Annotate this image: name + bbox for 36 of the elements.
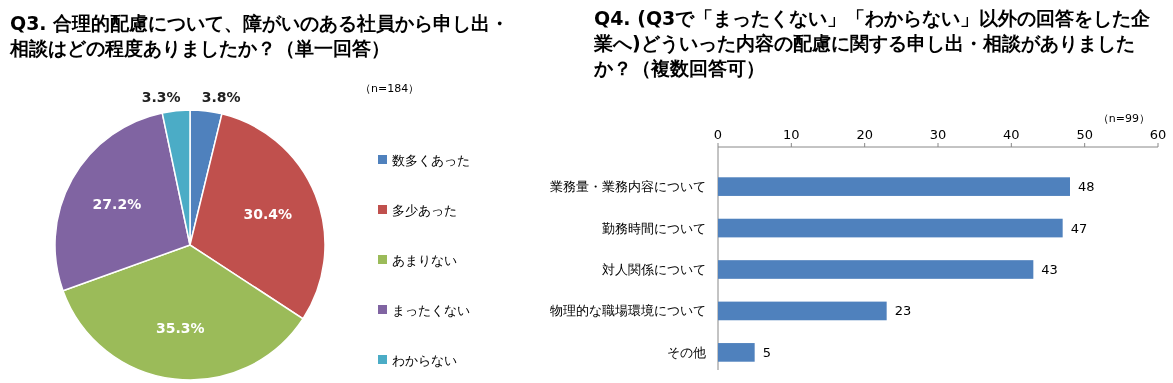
data-label: 48	[1078, 179, 1095, 195]
bar	[718, 343, 755, 362]
data-label: 23	[894, 303, 912, 319]
legend-label: 多少あった	[392, 202, 457, 218]
x-tick-label: 50	[1076, 127, 1093, 142]
text: （n=99）	[1097, 112, 1150, 125]
x-tick-label: 0	[713, 127, 723, 142]
x-tick-label: 60	[1149, 127, 1167, 142]
x-tick-label: 10	[783, 127, 800, 142]
legend-label: わからない	[392, 352, 457, 368]
bar	[718, 218, 1063, 238]
data-label: 5	[762, 344, 771, 360]
data-label: 43	[1041, 262, 1058, 278]
y-tick-label: 業務量・業務内容について	[550, 179, 706, 195]
bar	[718, 177, 1070, 196]
y-tick-label: 対人関係について	[602, 262, 706, 278]
legend-label: あまりない	[392, 252, 457, 268]
y-tick-label: 物理的な職場環境について	[550, 303, 706, 319]
bar	[718, 260, 1034, 279]
text: （n=184）	[360, 82, 420, 95]
x-tick-label: 30	[929, 127, 947, 142]
chart-title: Q3. 合理的配慮について、障がいのある社員から申し出・相談はどの程度ありましたか？（単一回答）	[9, 12, 510, 59]
x-tick-label: 20	[856, 127, 873, 142]
x-tick-label: 40	[1003, 127, 1020, 142]
legend-label: 数多くあった	[392, 152, 470, 168]
bar	[718, 301, 887, 321]
data-label: 47	[1070, 220, 1088, 236]
data-label: 30.4%	[243, 206, 293, 223]
legend-label: まったくない	[392, 302, 470, 318]
y-tick-label: 勤務時間について	[602, 220, 706, 236]
data-label: 3.3%	[141, 88, 181, 105]
data-label: 3.8%	[201, 88, 241, 105]
data-label: 27.2%	[92, 196, 142, 213]
chart-title: Q4. (Q3で「まったくない」「わからない」以外の回答をした企業へ)どういった内容の配慮に関する申し出・相談がありましたか？（複数回答可）	[593, 7, 1152, 79]
data-label: 35.3%	[156, 320, 205, 337]
y-tick-label: その他	[667, 344, 706, 360]
